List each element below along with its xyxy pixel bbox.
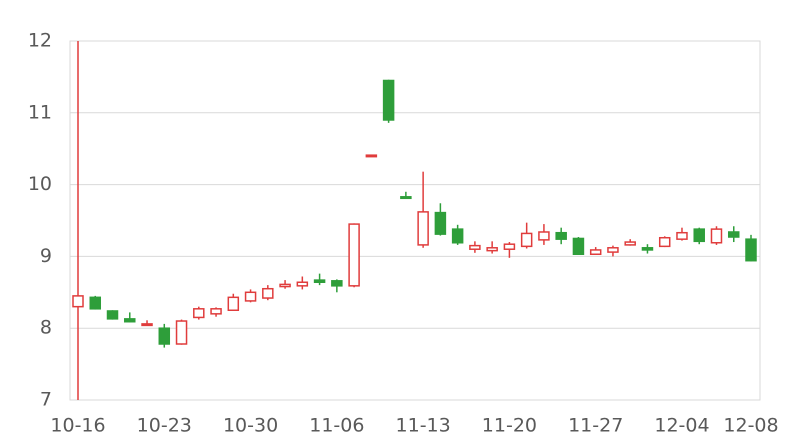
y-tick-label: 12 — [28, 30, 52, 52]
up-candle-body — [175, 320, 188, 345]
x-tick-label: 11-13 — [396, 415, 451, 437]
up-candle-body — [296, 281, 309, 287]
x-tick-label: 10-30 — [223, 415, 278, 437]
up-candle-body — [417, 211, 429, 246]
up-candle-body — [210, 308, 222, 315]
up-candle-body — [607, 247, 619, 253]
up-candle-body — [486, 247, 498, 252]
down-candle-body — [451, 228, 464, 244]
y-tick-label: 10 — [28, 173, 52, 195]
down-candle-body — [400, 196, 412, 200]
y-tick-label: 7 — [40, 389, 52, 411]
x-tick-label: 11-06 — [309, 415, 364, 437]
up-candle-body — [72, 295, 84, 308]
down-candle-body — [572, 237, 585, 255]
up-candle-body — [589, 249, 602, 255]
x-tick-label: 12-08 — [723, 415, 778, 437]
up-candle-body — [658, 236, 671, 248]
down-candle-body — [382, 79, 395, 121]
y-tick-label: 9 — [40, 245, 52, 267]
down-candle-body — [89, 296, 102, 310]
y-tick-label: 11 — [28, 101, 52, 123]
x-tick-label: 10-23 — [137, 415, 192, 437]
down-candle-body — [727, 231, 740, 238]
up-candle-body — [469, 244, 481, 250]
up-candle-body — [520, 232, 533, 248]
down-candle-body — [745, 238, 757, 262]
up-candle-body — [262, 287, 274, 299]
y-tick-label: 8 — [40, 317, 52, 339]
up-candle-body — [676, 231, 688, 240]
down-candle-body — [693, 228, 705, 243]
x-tick-label: 12-04 — [654, 415, 709, 437]
plot-frame — [69, 40, 761, 401]
down-candle-body — [641, 247, 654, 251]
up-candle-body — [624, 241, 636, 246]
up-candle-body — [503, 243, 516, 250]
up-candle-body — [227, 296, 240, 311]
up-candle-body — [348, 223, 360, 287]
down-candle-body — [555, 231, 567, 240]
up-candle-body — [279, 283, 291, 288]
down-candle-body — [124, 318, 136, 323]
up-candle-body — [538, 231, 550, 241]
x-tick-label: 11-20 — [482, 415, 537, 437]
up-candle-body — [710, 228, 723, 244]
x-tick-label: 11-27 — [568, 415, 623, 437]
up-candle-body — [365, 154, 378, 158]
up-candle-body — [244, 291, 257, 302]
down-candle-body — [434, 211, 447, 235]
down-candle-body — [158, 327, 171, 345]
down-candle-body — [331, 280, 343, 287]
down-candle-body — [106, 310, 119, 320]
up-candle-body — [141, 323, 153, 327]
down-candle-body — [313, 279, 326, 283]
x-tick-label: 10-16 — [50, 415, 105, 437]
up-candle-body — [193, 308, 205, 319]
